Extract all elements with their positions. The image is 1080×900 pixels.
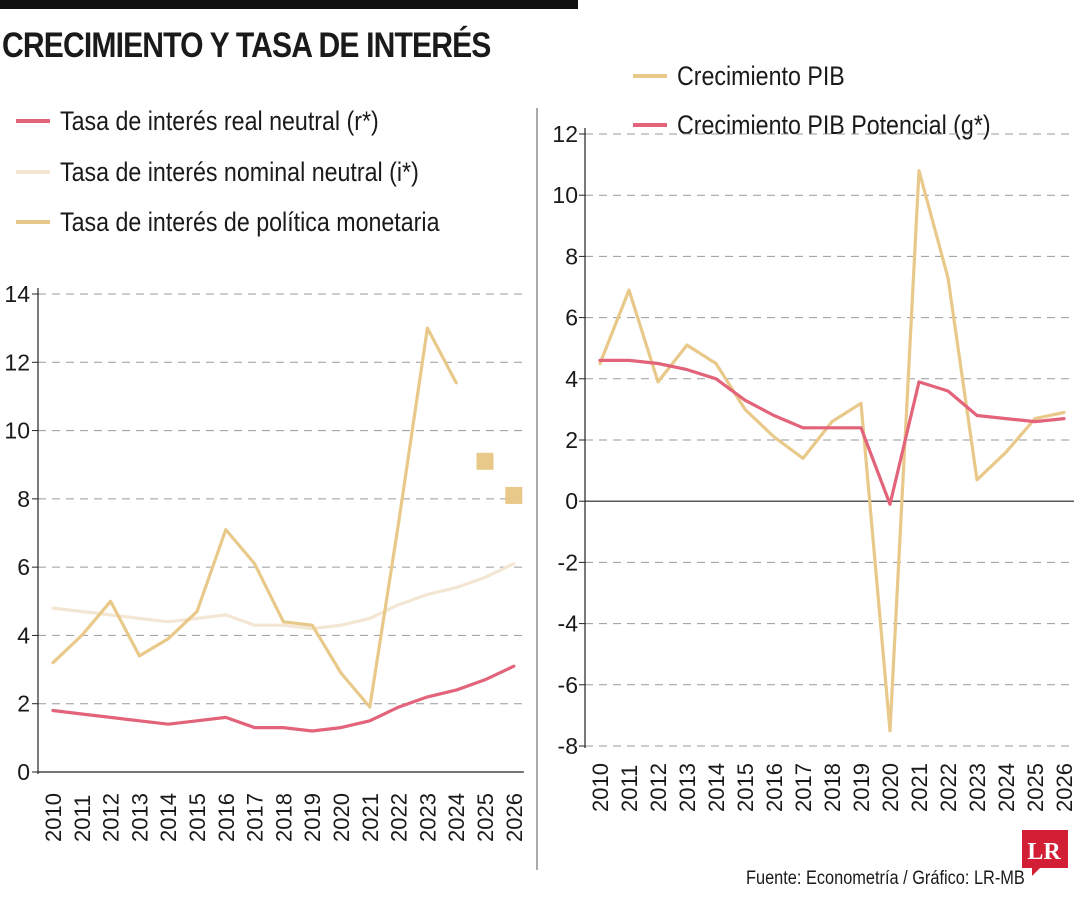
left-series-1-line-0 (51, 562, 516, 631)
page-title: CRECIMIENTO Y TASA DE INTERÉS (2, 26, 491, 65)
legend-label-nominal-neutral: Tasa de interés nominal neutral (i*) (60, 156, 419, 187)
left-xtick-label-2010: 2010 (41, 793, 66, 842)
right-ytick-label--2: -2 (558, 549, 578, 575)
left-ytick-label-0: 0 (17, 759, 30, 785)
left-xtick-label-2015: 2015 (185, 793, 210, 842)
right-ytick-label-0: 0 (565, 488, 578, 514)
left-ytick-label-6: 6 (17, 554, 30, 580)
right-ytick-label--4: -4 (558, 611, 579, 637)
left-ytick-label-10: 10 (4, 418, 30, 444)
left-xtick-label-2024: 2024 (444, 793, 469, 842)
legend-swatch-nominal-neutral (16, 170, 50, 174)
legend-item-pib: Crecimiento PIB (633, 56, 872, 96)
legend-label-real-neutral: Tasa de interés real neutral (r*) (60, 105, 379, 136)
right-ytick-label--8: -8 (558, 733, 578, 759)
right-xtick-label-2014: 2014 (704, 763, 729, 812)
right-ytick-label-10: 10 (552, 182, 578, 208)
left-xtick-label-2019: 2019 (300, 793, 325, 842)
right-series-0-line-0 (598, 169, 1066, 733)
left-xtick-label-2026: 2026 (502, 793, 527, 842)
left-ytick-label-12: 12 (4, 349, 30, 375)
right-xtick-label-2024: 2024 (994, 763, 1019, 812)
left-series-2-line-0 (51, 326, 458, 709)
right-xtick-label-2018: 2018 (820, 763, 845, 812)
left-xtick-label-2011: 2011 (70, 795, 95, 842)
legend-label-pib: Crecimiento PIB (677, 60, 845, 91)
right-ytick-label--6: -6 (558, 672, 578, 698)
left-xtick-label-2014: 2014 (156, 793, 181, 842)
right-xtick-label-2026: 2026 (1052, 763, 1077, 812)
left-ytick-label-14: 14 (4, 281, 30, 307)
left-xtick-label-2017: 2017 (243, 793, 268, 842)
right-xtick-label-2016: 2016 (762, 763, 787, 812)
right-xtick-label-2011: 2011 (617, 765, 642, 812)
right-xtick-label-2010: 2010 (588, 763, 613, 812)
left-projection-marker-2025 (476, 452, 494, 470)
right-ytick-label-4: 4 (565, 366, 578, 392)
logo-text: LR (1027, 839, 1061, 865)
right-ytick-label-2: 2 (565, 427, 578, 453)
left-xtick-label-2013: 2013 (127, 793, 152, 842)
left-xtick-label-2020: 2020 (329, 793, 354, 842)
right-xtick-label-2017: 2017 (791, 763, 816, 812)
source-footer: Fuente: Econometría / Gráfico: LR-MB (746, 868, 1025, 889)
right-series-1-line-0 (598, 358, 1066, 506)
right-ytick-label-12: 12 (552, 121, 578, 147)
top-rule (0, 0, 578, 9)
legend-item-policy-rate: Tasa de interés de política monetaria (16, 202, 501, 242)
left-xtick-label-2012: 2012 (99, 793, 124, 842)
legend-item-nominal-neutral: Tasa de interés nominal neutral (i*) (16, 152, 477, 192)
right-ytick-label-6: 6 (565, 305, 578, 331)
left-series-0-line-0 (51, 664, 516, 733)
left-ytick-label-8: 8 (17, 486, 30, 512)
right-xtick-label-2020: 2020 (878, 763, 903, 812)
right-xtick-label-2022: 2022 (936, 763, 961, 812)
left-ytick-label-2: 2 (17, 691, 30, 717)
left-ytick-label-4: 4 (17, 622, 30, 648)
right-xtick-label-2019: 2019 (849, 763, 874, 812)
legend-swatch-policy-rate (16, 220, 50, 224)
lr-logo-icon: LR (1022, 830, 1068, 876)
legend-swatch-pib-potencial (633, 123, 667, 127)
right-xtick-label-2025: 2025 (1023, 763, 1048, 812)
right-ytick-label-8: 8 (565, 243, 578, 269)
left-xtick-label-2016: 2016 (214, 793, 239, 842)
left-xtick-label-2023: 2023 (415, 793, 440, 842)
legend-swatch-real-neutral (16, 119, 50, 123)
left-xtick-label-2021: 2021 (358, 793, 383, 842)
right-xtick-label-2021: 2021 (907, 763, 932, 812)
right-xtick-label-2023: 2023 (965, 763, 990, 812)
left-xtick-label-2025: 2025 (473, 793, 498, 842)
legend-swatch-pib (633, 74, 667, 78)
left-xtick-label-2018: 2018 (271, 793, 296, 842)
legend-item-real-neutral: Tasa de interés real neutral (r*) (16, 101, 431, 141)
right-xtick-label-2012: 2012 (646, 763, 671, 812)
left-xtick-label-2022: 2022 (387, 793, 412, 842)
legend-label-policy-rate: Tasa de interés de política monetaria (60, 206, 440, 237)
left-projection-marker-2026 (505, 486, 523, 504)
right-xtick-label-2013: 2013 (675, 763, 700, 812)
right-xtick-label-2015: 2015 (733, 763, 758, 812)
